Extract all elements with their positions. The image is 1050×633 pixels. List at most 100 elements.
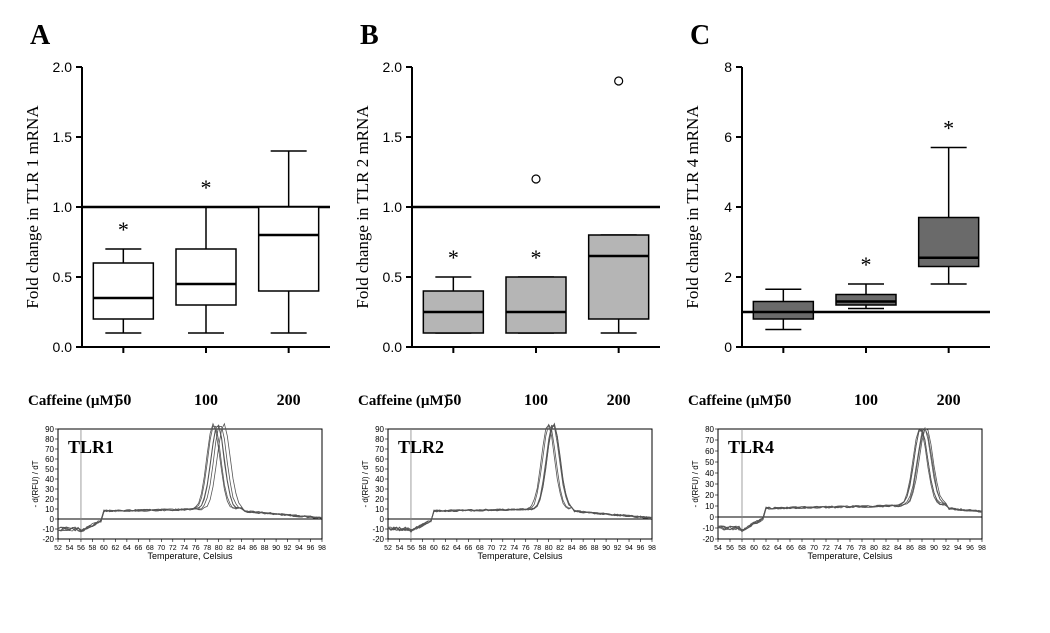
xaxis-row: Caffeine (µM)50 100 200: [20, 387, 340, 415]
svg-text:90: 90: [45, 425, 54, 434]
category-label: 100: [524, 392, 548, 409]
svg-text:98: 98: [318, 545, 326, 552]
melt-curve: -20-100102030405060708090525456586062646…: [30, 421, 330, 561]
svg-text:90: 90: [602, 545, 610, 552]
ytick-label: 1.0: [53, 199, 73, 215]
svg-text:60: 60: [100, 545, 108, 552]
svg-text:-20: -20: [42, 535, 54, 544]
svg-text:20: 20: [705, 491, 714, 500]
ytick-label: 0.0: [383, 339, 403, 355]
outlier: [532, 175, 540, 183]
sig-marker: *: [201, 175, 212, 200]
svg-text:86: 86: [579, 545, 587, 552]
ytick-label: 2: [724, 269, 732, 285]
ylabel: Fold change in TLR 2 mRNA: [353, 105, 372, 309]
ytick-label: 0.5: [383, 269, 403, 285]
svg-text:60: 60: [375, 455, 384, 464]
svg-text:66: 66: [786, 545, 794, 552]
svg-text:60: 60: [45, 455, 54, 464]
ytick-label: 2.0: [53, 59, 73, 75]
melt-curve: -20-100102030405060708054565860626466687…: [690, 421, 990, 561]
svg-text:Temperature, Celsius: Temperature, Celsius: [147, 551, 233, 561]
panel-A: A0.00.51.01.52.0**Fold change in TLR 1 m…: [20, 20, 340, 561]
xaxis-row: Caffeine (µM)50100200: [350, 387, 670, 415]
svg-text:66: 66: [464, 545, 472, 552]
svg-text:30: 30: [705, 480, 714, 489]
svg-text:60: 60: [750, 545, 758, 552]
svg-text:64: 64: [453, 545, 461, 552]
svg-text:0: 0: [50, 515, 55, 524]
category-label: 50: [115, 392, 131, 409]
svg-text:70: 70: [375, 445, 384, 454]
boxplot: 02468**Fold change in TLR 4 mRNA: [680, 47, 1000, 387]
xlabel: Caffeine (µM): [358, 393, 449, 409]
svg-text:-10: -10: [702, 524, 714, 533]
svg-text:94: 94: [954, 545, 962, 552]
svg-text:50: 50: [375, 465, 384, 474]
svg-text:-10: -10: [372, 525, 384, 534]
svg-text:70: 70: [705, 436, 714, 445]
category-label: 100: [854, 392, 878, 409]
svg-text:40: 40: [375, 475, 384, 484]
svg-text:90: 90: [375, 425, 384, 434]
svg-text:60: 60: [430, 545, 438, 552]
svg-text:-10: -10: [42, 525, 54, 534]
svg-text:70: 70: [45, 445, 54, 454]
box: [753, 302, 813, 320]
svg-text:64: 64: [774, 545, 782, 552]
svg-text:56: 56: [407, 545, 415, 552]
svg-text:84: 84: [568, 545, 576, 552]
svg-text:62: 62: [111, 545, 119, 552]
category-label: 200: [937, 392, 961, 409]
svg-text:90: 90: [930, 545, 938, 552]
svg-text:68: 68: [798, 545, 806, 552]
svg-text:30: 30: [45, 485, 54, 494]
svg-text:90: 90: [272, 545, 280, 552]
svg-text:64: 64: [123, 545, 131, 552]
melt-curve: -20-100102030405060708090525456586062646…: [360, 421, 660, 561]
ytick-label: 4: [724, 199, 732, 215]
svg-text:66: 66: [134, 545, 142, 552]
category-label: 200: [277, 392, 301, 409]
svg-text:10: 10: [45, 505, 54, 514]
sig-marker: *: [943, 116, 954, 141]
box: [176, 249, 236, 305]
svg-text:Temperature, Celsius: Temperature, Celsius: [807, 551, 893, 561]
svg-text:94: 94: [295, 545, 303, 552]
svg-text:86: 86: [906, 545, 914, 552]
sig-marker: *: [861, 252, 872, 277]
category-label: 100: [194, 392, 218, 409]
svg-text:84: 84: [894, 545, 902, 552]
sig-marker: *: [448, 245, 459, 270]
box: [259, 207, 319, 291]
ytick-label: 8: [724, 59, 732, 75]
svg-text:10: 10: [705, 502, 714, 511]
sig-marker: *: [118, 217, 129, 242]
svg-text:84: 84: [238, 545, 246, 552]
svg-text:88: 88: [591, 545, 599, 552]
boxplot: 0.00.51.01.52.0**Fold change in TLR 1 mR…: [20, 47, 340, 387]
category-label: 50: [445, 392, 461, 409]
svg-text:54: 54: [396, 545, 404, 552]
svg-text:- d(RFU) / dT: - d(RFU) / dT: [691, 460, 700, 507]
svg-text:Temperature, Celsius: Temperature, Celsius: [477, 551, 563, 561]
ytick-label: 0.0: [53, 339, 73, 355]
svg-text:80: 80: [375, 435, 384, 444]
svg-text:58: 58: [89, 545, 97, 552]
svg-text:92: 92: [284, 545, 292, 552]
ytick-label: 1.5: [383, 129, 403, 145]
svg-text:-20: -20: [372, 535, 384, 544]
svg-text:50: 50: [705, 458, 714, 467]
ytick-label: 0: [724, 339, 732, 355]
box: [919, 218, 979, 267]
boxplot: 0.00.51.01.52.0**Fold change in TLR 2 mR…: [350, 47, 670, 387]
svg-text:56: 56: [77, 545, 85, 552]
svg-text:20: 20: [375, 495, 384, 504]
sig-marker: *: [531, 245, 542, 270]
svg-text:88: 88: [918, 545, 926, 552]
svg-text:62: 62: [762, 545, 770, 552]
xlabel: Caffeine (µM): [28, 393, 119, 409]
ytick-label: 2.0: [383, 59, 403, 75]
svg-text:54: 54: [714, 545, 722, 552]
svg-text:96: 96: [307, 545, 315, 552]
